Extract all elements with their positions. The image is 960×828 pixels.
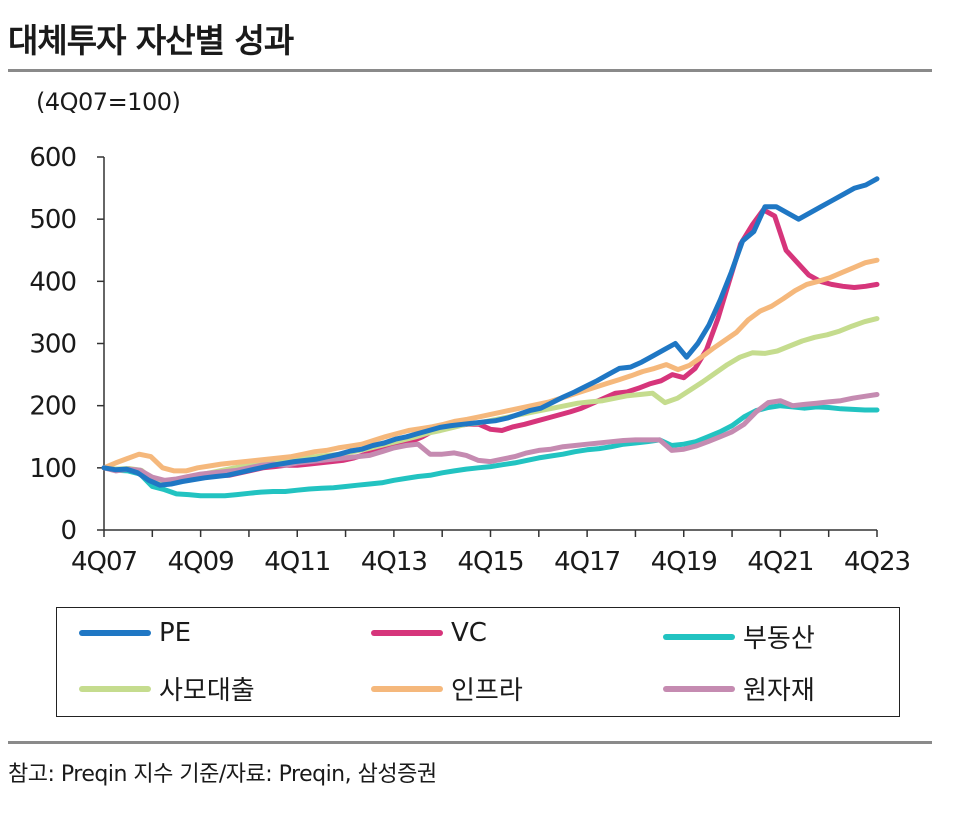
legend-swatch-infrastructure bbox=[371, 685, 443, 692]
legend-label-pe: PE bbox=[159, 618, 192, 648]
y-tick-label: 400 bbox=[29, 267, 76, 297]
x-tick-label: 4Q07 bbox=[71, 547, 137, 577]
source-note: 참고: Preqin 지수 기준/자료: Preqin, 삼성증권 bbox=[8, 762, 437, 787]
legend-item-commodities: 원자재 bbox=[663, 670, 815, 707]
legend-item-private-debt: 사모대출 bbox=[79, 670, 255, 707]
legend-item-pe: PE bbox=[79, 618, 191, 648]
legend-label-private-debt: 사모대출 bbox=[159, 676, 255, 706]
legend-label-commodities: 원자재 bbox=[743, 676, 815, 706]
legend-item-real-estate: 부동산 bbox=[663, 618, 815, 655]
series-line-4 bbox=[101, 257, 880, 474]
chart-svg: 0 100 200 300 400 500 600 4Q07 4Q09 4Q11 4Q13 4Q15 4… bbox=[29, 143, 911, 577]
top-divider bbox=[8, 69, 932, 72]
axes: 0 100 200 300 400 500 600 4Q07 4Q09 4Q11 4Q13 4Q15 4… bbox=[29, 143, 911, 577]
legend-swatch-private-debt bbox=[79, 685, 151, 692]
x-tick-label: 4Q09 bbox=[168, 547, 234, 577]
y-tick-label: 0 bbox=[60, 516, 76, 546]
legend-swatch-vc bbox=[371, 630, 443, 636]
x-tick-label: 4Q17 bbox=[554, 547, 620, 577]
series-line-1 bbox=[101, 207, 880, 484]
bottom-divider bbox=[8, 741, 932, 744]
series-line-5 bbox=[101, 392, 880, 483]
x-tick-label: 4Q11 bbox=[264, 547, 330, 577]
y-tick-label: 300 bbox=[29, 330, 76, 360]
legend-swatch-pe bbox=[79, 630, 151, 636]
legend: PE VC 부동산 사모대출 인프라 원자재 bbox=[56, 607, 900, 717]
y-tick-label: 200 bbox=[29, 392, 76, 422]
legend-swatch-real-estate bbox=[663, 633, 735, 640]
unit-label: (4Q07=100) bbox=[36, 88, 181, 116]
legend-label-infrastructure: 인프라 bbox=[451, 676, 523, 706]
chart-title: 대체투자 자산별 성과 bbox=[8, 21, 294, 60]
series-line-0 bbox=[101, 176, 880, 488]
x-tick-label: 4Q23 bbox=[844, 547, 910, 577]
legend-label-vc: VC bbox=[451, 618, 487, 648]
y-tick-label: 100 bbox=[29, 454, 76, 484]
legend-item-vc: VC bbox=[371, 618, 487, 648]
legend-item-infrastructure: 인프라 bbox=[371, 670, 523, 707]
x-tick-label: 4Q21 bbox=[747, 547, 813, 577]
y-tick-label: 500 bbox=[29, 205, 76, 235]
x-tick-label: 4Q15 bbox=[457, 547, 523, 577]
series-line-3 bbox=[101, 316, 880, 486]
y-tick-label: 600 bbox=[29, 143, 76, 173]
legend-label-real-estate: 부동산 bbox=[743, 624, 815, 654]
legend-swatch-commodities bbox=[663, 685, 735, 692]
x-tick-label: 4Q13 bbox=[361, 547, 427, 577]
series-line-2 bbox=[101, 403, 880, 499]
x-tick-label: 4Q19 bbox=[651, 547, 717, 577]
series-lines bbox=[101, 176, 880, 499]
